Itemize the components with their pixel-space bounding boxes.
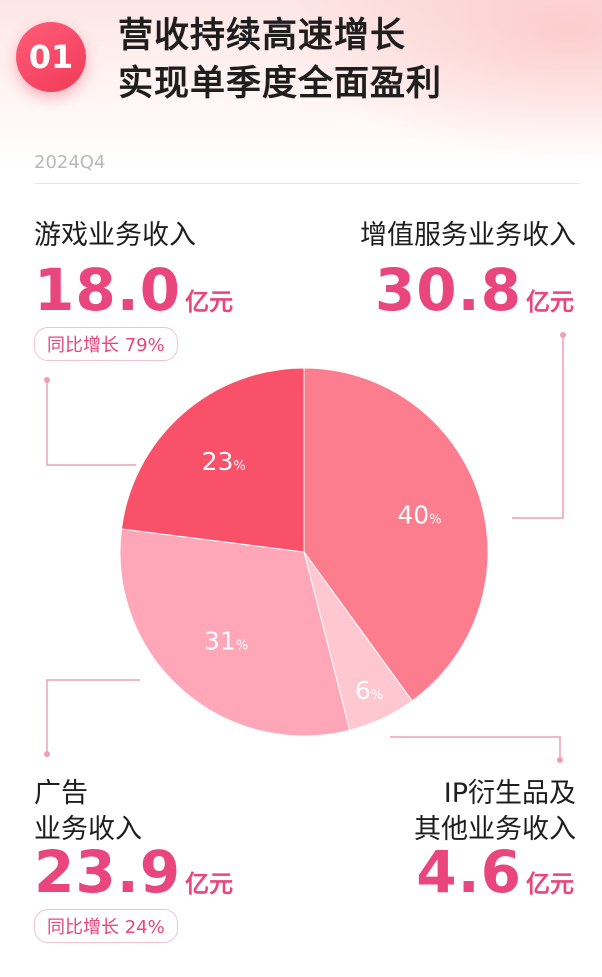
ip-label-line-1: IP衍生品及 [443,778,576,809]
page-title: 营收持续高速增长 实现单季度全面盈利 [118,12,442,108]
pie-slice-label-0: 40% [397,500,441,529]
pie-slice-value-0: 40 [397,500,429,529]
game-revenue-number: 18.0 [34,256,182,324]
leader-line-ip [390,736,561,760]
pie-slice-pct-1: % [371,688,383,703]
header-glow [272,0,602,160]
vas-revenue-number: 30.8 [374,256,522,324]
game-revenue-unit: 亿元 [185,288,234,316]
game-growth-badge: 同比增长 79% [34,327,178,361]
leader-dot-ads [44,751,50,757]
period-label: 2024Q4 [34,152,106,173]
ip-label-line-2: 其他业务收入 [414,814,576,845]
leader-line-vas [512,335,564,519]
pie-slice-2 [119,528,351,737]
pie-slice-label-1: 6% [355,676,383,705]
pie-slice-pct-0: % [429,512,441,527]
title-line-2: 实现单季度全面盈利 [118,64,443,104]
pie-slice-label-2: 31% [204,626,248,655]
leader-dot-vas [560,332,566,338]
pie-slice-value-2: 31 [204,626,236,655]
leader-line-ads [46,679,140,754]
divider [34,183,580,184]
ip-revenue-unit: 亿元 [526,870,574,898]
vas-revenue-unit: 亿元 [526,288,574,316]
pie-slice-pct-2: % [236,638,248,653]
pie-slice-value-3: 23 [202,447,234,476]
section-number-badge: 01 [16,22,86,92]
ads-label-line-2: 业务收入 [34,814,142,845]
leader-dot-game [44,377,50,383]
ads-growth-badge: 同比增长 24% [34,909,178,943]
ads-revenue-unit: 亿元 [185,870,234,898]
pie-slice-value-1: 6 [355,676,371,705]
vas-revenue-label: 增值服务业务收入 [360,220,576,251]
ads-revenue-number: 23.9 [34,838,182,906]
leader-lines [46,335,564,760]
ads-label-line-1: 广告 [34,778,88,809]
leader-line-game [46,380,136,466]
ip-revenue-number: 4.6 [416,838,522,906]
ads-revenue-value: 23.9 亿元 [34,838,233,906]
title-line-1: 营收持续高速增长 [118,16,407,56]
game-revenue-value: 18.0 亿元 [34,256,233,324]
leader-dot-ip [557,757,563,763]
ip-revenue-value: 4.6 亿元 [416,838,574,906]
pie-slice-pct-3: % [233,459,245,474]
ip-revenue-label: IP衍生品及 其他业务收入 [414,776,576,848]
game-revenue-label: 游戏业务收入 [34,220,196,251]
vas-revenue-value: 30.8 亿元 [375,256,574,324]
pie-slice-3 [120,367,305,553]
ads-revenue-label: 广告 业务收入 [34,776,142,848]
pie-slice-label-3: 23% [202,447,246,476]
pie-slice-0 [303,367,489,702]
